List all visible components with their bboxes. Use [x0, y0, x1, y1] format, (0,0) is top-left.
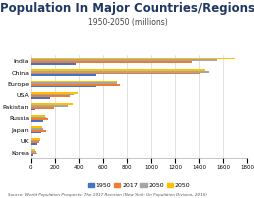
Bar [30, 140, 39, 141]
Bar [30, 58, 234, 59]
Bar [30, 143, 37, 145]
Bar [30, 126, 42, 128]
Bar [30, 149, 35, 151]
Text: Population In Major Countries/Regions: Population In Major Countries/Regions [0, 2, 254, 15]
Bar [30, 81, 116, 82]
Bar [30, 63, 76, 65]
Bar [30, 95, 69, 97]
Bar [30, 92, 77, 94]
Bar [30, 153, 37, 154]
Bar [30, 94, 74, 95]
Bar [30, 154, 33, 156]
Bar [30, 138, 39, 140]
Bar [30, 109, 35, 110]
Bar [30, 107, 54, 109]
Bar [30, 71, 208, 73]
Bar [30, 131, 40, 133]
Bar [30, 120, 43, 122]
Text: Source: World Population Prospects: The 1917 Revision (New York: Un Population D: Source: World Population Prospects: The … [8, 193, 206, 197]
Text: 1950-2050 (millions): 1950-2050 (millions) [87, 18, 167, 27]
Bar [30, 74, 96, 76]
Bar [30, 117, 46, 118]
Bar [30, 84, 119, 86]
Bar [30, 151, 36, 153]
Legend: 1950, 2017, 2050, 2050: 1950, 2017, 2050, 2050 [85, 180, 192, 190]
Bar [30, 128, 43, 130]
Bar [30, 61, 191, 63]
Bar [30, 115, 45, 117]
Bar [30, 118, 48, 120]
Bar [30, 82, 116, 84]
Bar [30, 97, 50, 99]
Bar [30, 86, 96, 88]
Bar [30, 104, 72, 105]
Bar [30, 130, 46, 131]
Bar [30, 141, 38, 143]
Bar [30, 69, 204, 71]
Bar [30, 105, 68, 107]
Bar [30, 59, 216, 61]
Bar [30, 73, 200, 74]
